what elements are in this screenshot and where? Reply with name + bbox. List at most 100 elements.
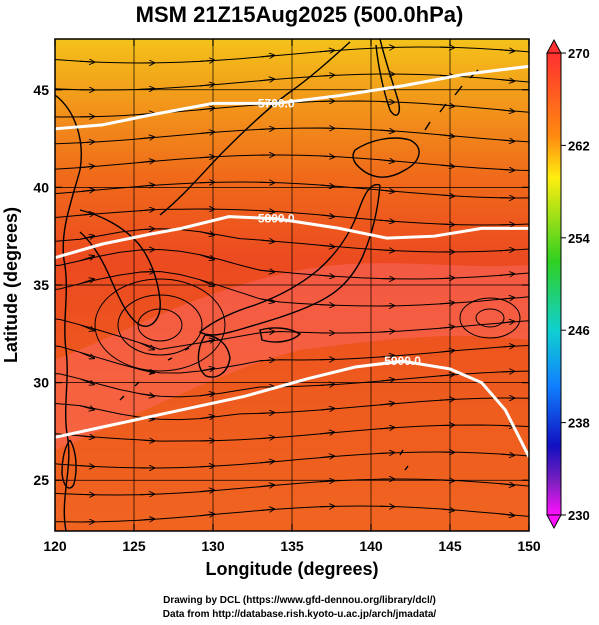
- streamline-arrow: [319, 359, 334, 360]
- streamline-arrow: [379, 379, 394, 381]
- streamline: [55, 451, 529, 469]
- contour-line: [54, 64, 530, 131]
- streamline-arrow: [439, 224, 454, 225]
- streamline: [55, 478, 529, 496]
- y-axis-label: Latitude (degrees): [1, 207, 21, 363]
- streamline-arrow: [439, 195, 454, 196]
- x-tick-label: 125: [122, 538, 146, 554]
- y-tick-label: 40: [33, 179, 49, 195]
- streamline-arrow: [199, 84, 214, 86]
- streamline-arrow: [199, 340, 214, 343]
- streamline-arrow: [319, 456, 334, 458]
- streamline-arrow: [79, 166, 94, 168]
- wind-streamlines: [55, 47, 529, 522]
- y-tick-label: 45: [33, 82, 49, 98]
- streamline-arrow: [319, 408, 334, 410]
- streamline-arrow: [499, 140, 514, 141]
- streamline-arrow: [379, 190, 394, 192]
- streamline-arrow: [139, 209, 154, 210]
- contour-line: [54, 215, 529, 260]
- streamline-arrow: [439, 278, 454, 279]
- streamline-arrow: [439, 303, 454, 304]
- streamline-arrow: [199, 132, 214, 134]
- colorbar-tick-label: 270: [568, 46, 590, 61]
- streamline-arrow: [259, 437, 274, 438]
- streamline-arrow: [499, 80, 514, 82]
- streamline-arrow: [259, 331, 274, 332]
- x-tick-label: 145: [438, 538, 462, 554]
- streamline-arrow: [499, 169, 514, 170]
- streamline-arrow: [499, 274, 514, 276]
- streamline-arrow: [259, 461, 274, 463]
- streamline-arrow: [319, 432, 334, 434]
- streamline-arrow: [379, 220, 394, 222]
- colorbar: 230 238 246 254 262 270: [546, 38, 590, 530]
- streamline-arrow: [439, 135, 454, 137]
- streamline-arrow: [79, 61, 94, 62]
- streamline-arrow: [139, 394, 154, 397]
- streamline-arrow: [499, 484, 514, 486]
- streamline-arrow: [259, 270, 274, 272]
- geopotential-contours: 5700.0 5800.0 5900.0: [54, 64, 531, 458]
- streamline-arrow: [199, 60, 214, 61]
- streamline-arrow: [199, 393, 214, 395]
- streamline-arrow: [139, 342, 154, 350]
- streamline-arrow: [79, 436, 94, 438]
- streamline-arrow: [259, 129, 274, 130]
- streamline-arrow: [319, 481, 334, 482]
- streamline-arrow: [379, 356, 394, 357]
- streamline-arrow: [79, 279, 94, 285]
- streamline-arrow: [199, 368, 214, 371]
- x-tick-label: 130: [201, 538, 225, 554]
- streamline-arrow: [259, 55, 274, 57]
- y-tick-label: 30: [33, 375, 49, 391]
- colorbar-tick-label: 262: [568, 138, 590, 153]
- streamline-arrow: [259, 413, 274, 414]
- streamline-arrow: [79, 466, 94, 467]
- streamline-arrow: [79, 351, 94, 358]
- x-axis-label: Longitude (degrees): [205, 559, 378, 579]
- streamline-arrow: [199, 416, 214, 418]
- streamline-arrow: [499, 454, 514, 455]
- colorbar-gradient: [546, 52, 562, 516]
- streamline-arrow: [379, 403, 394, 405]
- streamline-arrow: [439, 47, 454, 48]
- streamline-arrow: [499, 425, 514, 426]
- footer-drawing-credit: Drawing by DCL (https://www.gfd-dennou.o…: [163, 595, 436, 606]
- colorbar-tick-label: 238: [568, 416, 590, 431]
- colorbar-max-arrow: [546, 38, 562, 54]
- coastlines: [55, 39, 479, 531]
- streamline-arrow: [379, 331, 394, 332]
- x-tick-label: 140: [359, 538, 383, 554]
- streamline-arrow: [379, 506, 394, 507]
- x-tick-label: 150: [517, 538, 541, 554]
- streamline-arrow: [439, 327, 454, 329]
- streamline: [55, 424, 529, 442]
- streamline-arrow: [319, 384, 334, 385]
- streamline-arrow: [259, 211, 274, 212]
- streamline-arrow: [319, 75, 334, 76]
- streamline-arrow: [439, 399, 454, 400]
- streamline-arrow: [499, 250, 514, 251]
- streamline-arrow: [139, 440, 154, 441]
- streamline-arrow: [139, 89, 154, 90]
- y-tick-label: 25: [33, 472, 49, 488]
- colorbar-tick-label: 230: [568, 508, 590, 523]
- streamline-arrow: [139, 185, 154, 186]
- streamline-arrow: [499, 110, 514, 112]
- streamline-arrow: [79, 256, 94, 262]
- streamline-arrow: [379, 427, 394, 428]
- streamline-arrow: [79, 405, 94, 410]
- contour-label: 5800.0: [258, 212, 295, 226]
- warm-band: [55, 263, 529, 450]
- x-tick-label: 120: [43, 538, 67, 554]
- streamline-arrow: [139, 161, 154, 163]
- streamline-arrow: [319, 215, 334, 217]
- streamline-arrow: [439, 350, 454, 352]
- streamline: [55, 397, 529, 421]
- streamline-arrow: [319, 245, 334, 247]
- streamline-arrow: [259, 485, 274, 487]
- colorbar-tick-label: 246: [568, 323, 590, 338]
- streamline-arrow: [379, 130, 394, 131]
- streamline-arrow: [259, 240, 274, 242]
